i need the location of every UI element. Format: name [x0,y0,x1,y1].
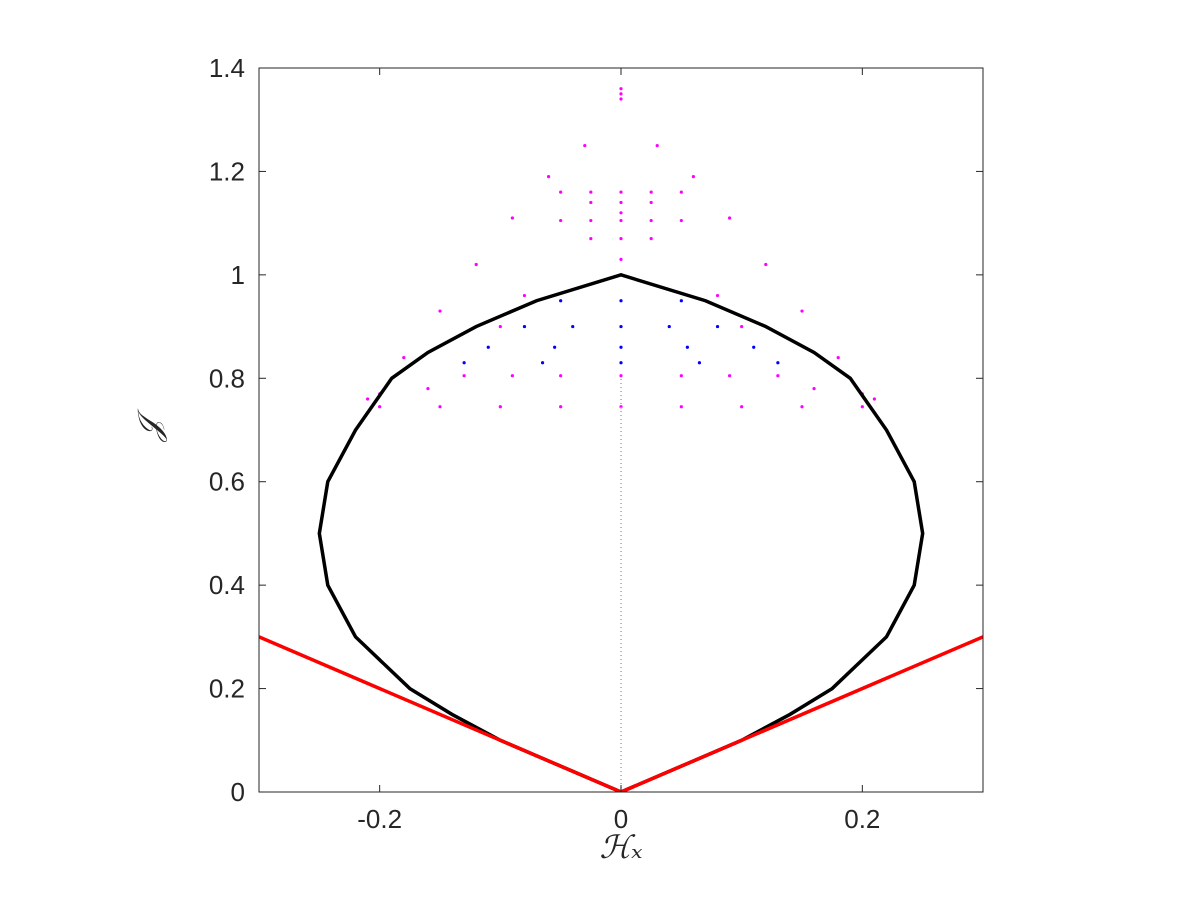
marker [559,374,563,378]
marker [667,324,671,329]
marker [649,190,653,194]
marker [776,361,780,365]
x-axis-label: ℋₓ [600,828,644,866]
marker [462,361,466,365]
marker [649,200,653,205]
marker [522,324,527,329]
marker [697,361,702,365]
marker [462,374,466,378]
marker [589,190,593,194]
marker [559,190,563,194]
marker [619,97,623,101]
marker [619,211,623,215]
marker [510,374,514,378]
plot-area [259,87,983,792]
marker [619,237,623,241]
marker [589,200,593,205]
x-tick-label: 0.2 [844,804,880,834]
marker [649,237,653,241]
marker [649,218,653,223]
marker [559,405,563,409]
marker [812,387,816,391]
marker [589,218,593,223]
marker [728,216,732,220]
marker [619,299,623,303]
marker [540,361,545,365]
marker [679,374,683,378]
x-tick-label: 0 [614,804,628,834]
marker [619,374,623,378]
marker [679,218,683,223]
y-tick-label: 1.2 [209,156,245,186]
marker [685,345,689,349]
marker [571,324,575,329]
marker [860,405,864,409]
marker [510,216,514,220]
x-tick-label: -0.2 [357,804,402,834]
marker [715,293,720,298]
line [259,635,983,792]
marker [619,218,623,223]
y-tick-label: 1 [231,260,245,290]
marker [752,345,756,349]
marker [715,324,720,329]
marker [402,356,406,360]
marker [438,405,442,409]
marker [800,405,804,409]
marker [547,175,551,179]
marker [474,262,478,267]
marker [619,257,623,261]
marker [872,397,877,401]
marker [679,299,683,303]
marker [764,262,768,267]
marker [553,345,557,349]
marker [589,237,593,241]
marker [776,374,780,378]
marker [728,374,732,378]
y-tick-label: 0.6 [209,467,245,497]
marker [522,293,527,298]
marker [679,190,683,194]
marker [619,324,623,329]
y-tick-label: 0.8 [209,363,245,393]
y-tick-label: 0.4 [209,570,245,600]
marker [619,190,623,194]
marker [619,92,623,96]
y-tick-label: 0.2 [209,674,245,704]
y-axis-label: 𝒥 [130,408,168,443]
marker [619,200,623,205]
marker [366,397,370,401]
marker [740,324,744,329]
y-tick-label: 0 [231,777,245,807]
marker [800,309,804,313]
marker [740,405,744,409]
marker [378,405,382,409]
marker [836,356,840,360]
marker [619,87,623,91]
line [317,273,925,792]
marker [498,405,502,409]
marker [498,324,502,329]
marker [559,299,563,303]
marker [438,309,442,313]
marker [655,143,659,148]
marker [559,218,563,223]
y-tick-label: 1.4 [209,53,245,83]
marker [691,175,696,179]
marker [619,345,623,349]
marker [426,387,430,391]
marker [619,361,623,365]
marker [583,143,587,148]
marker [486,345,490,349]
marker [679,405,683,409]
marker [619,405,623,409]
